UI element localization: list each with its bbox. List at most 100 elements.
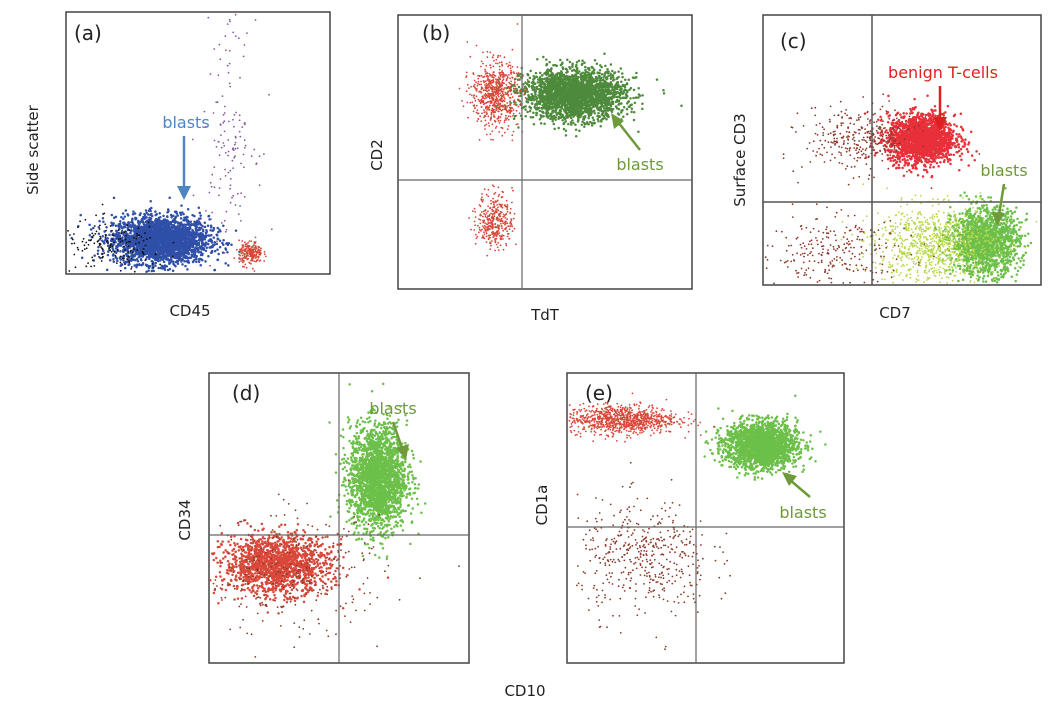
panel-b: (b) TdT CD2 blasts xyxy=(368,14,693,324)
dot xyxy=(168,196,171,199)
dot xyxy=(199,247,202,250)
dot xyxy=(611,69,614,73)
dot xyxy=(223,130,226,133)
dot xyxy=(257,245,260,248)
dot xyxy=(93,225,96,227)
dot xyxy=(263,153,265,156)
dot xyxy=(133,248,135,251)
dot xyxy=(624,78,627,82)
dot xyxy=(218,187,221,190)
dot xyxy=(93,242,96,245)
dot xyxy=(159,248,162,252)
dot xyxy=(175,239,179,242)
population-blasts xyxy=(495,52,683,138)
dot xyxy=(559,58,562,62)
dot xyxy=(98,219,101,223)
dot xyxy=(263,250,266,253)
dot xyxy=(171,269,175,273)
dot xyxy=(183,259,186,263)
dot xyxy=(93,254,96,257)
dot xyxy=(224,175,227,177)
dot xyxy=(203,244,207,248)
dot xyxy=(245,256,248,259)
dot xyxy=(583,125,586,128)
dot xyxy=(611,100,615,104)
dot xyxy=(633,101,637,105)
dot xyxy=(133,264,136,267)
dot xyxy=(257,256,260,259)
dot xyxy=(154,264,157,268)
dot xyxy=(185,223,188,227)
dot xyxy=(532,123,536,126)
dot xyxy=(592,69,596,72)
dot xyxy=(611,79,615,82)
dot xyxy=(150,269,154,273)
dot xyxy=(115,262,118,264)
dot xyxy=(225,228,228,231)
dot xyxy=(216,240,218,243)
dot xyxy=(227,120,230,123)
dot xyxy=(168,223,171,227)
dot xyxy=(157,256,160,259)
dot xyxy=(207,255,210,258)
dot xyxy=(544,111,548,115)
dot xyxy=(564,134,568,137)
dot xyxy=(81,240,84,243)
dot xyxy=(111,229,113,232)
dot xyxy=(181,227,185,230)
dot xyxy=(147,265,151,268)
dot xyxy=(220,134,222,137)
dot xyxy=(203,225,207,229)
dot xyxy=(517,126,520,129)
dot xyxy=(627,78,631,81)
dot xyxy=(197,258,200,261)
dot xyxy=(246,257,248,260)
dot xyxy=(239,76,241,79)
dot xyxy=(527,83,530,87)
dot xyxy=(132,210,135,213)
dot xyxy=(161,235,164,239)
dot xyxy=(122,250,125,254)
dot xyxy=(115,257,119,260)
dot xyxy=(170,246,173,249)
dot xyxy=(181,229,185,232)
dot xyxy=(218,43,221,46)
dot xyxy=(599,125,602,128)
dot xyxy=(227,264,230,267)
dot xyxy=(621,75,624,79)
dot xyxy=(546,116,550,119)
dot xyxy=(119,261,122,264)
dot xyxy=(182,243,185,246)
dot xyxy=(239,135,242,138)
dot xyxy=(238,37,240,40)
dot xyxy=(192,249,196,253)
dot xyxy=(154,227,157,231)
dot xyxy=(123,225,127,229)
dot xyxy=(113,250,116,253)
dot xyxy=(179,213,183,216)
dot xyxy=(581,59,584,62)
dot xyxy=(147,254,151,258)
dot xyxy=(193,235,196,238)
dot xyxy=(201,229,205,233)
dot xyxy=(224,230,227,233)
dot xyxy=(95,214,97,217)
dot xyxy=(569,67,572,70)
dot xyxy=(254,19,257,21)
dot xyxy=(249,249,251,252)
dot xyxy=(132,245,136,248)
dot xyxy=(134,217,137,221)
dot xyxy=(199,237,202,240)
panel-a-xlabel: CD45 xyxy=(169,302,210,320)
dot xyxy=(242,265,244,268)
dot xyxy=(565,87,569,90)
dot xyxy=(107,250,110,253)
dot xyxy=(242,55,245,58)
dot xyxy=(154,210,157,213)
dot xyxy=(158,238,161,241)
dot xyxy=(622,105,626,109)
dot xyxy=(224,35,227,38)
dot xyxy=(114,224,118,227)
dot xyxy=(129,250,132,252)
dot xyxy=(233,114,236,116)
